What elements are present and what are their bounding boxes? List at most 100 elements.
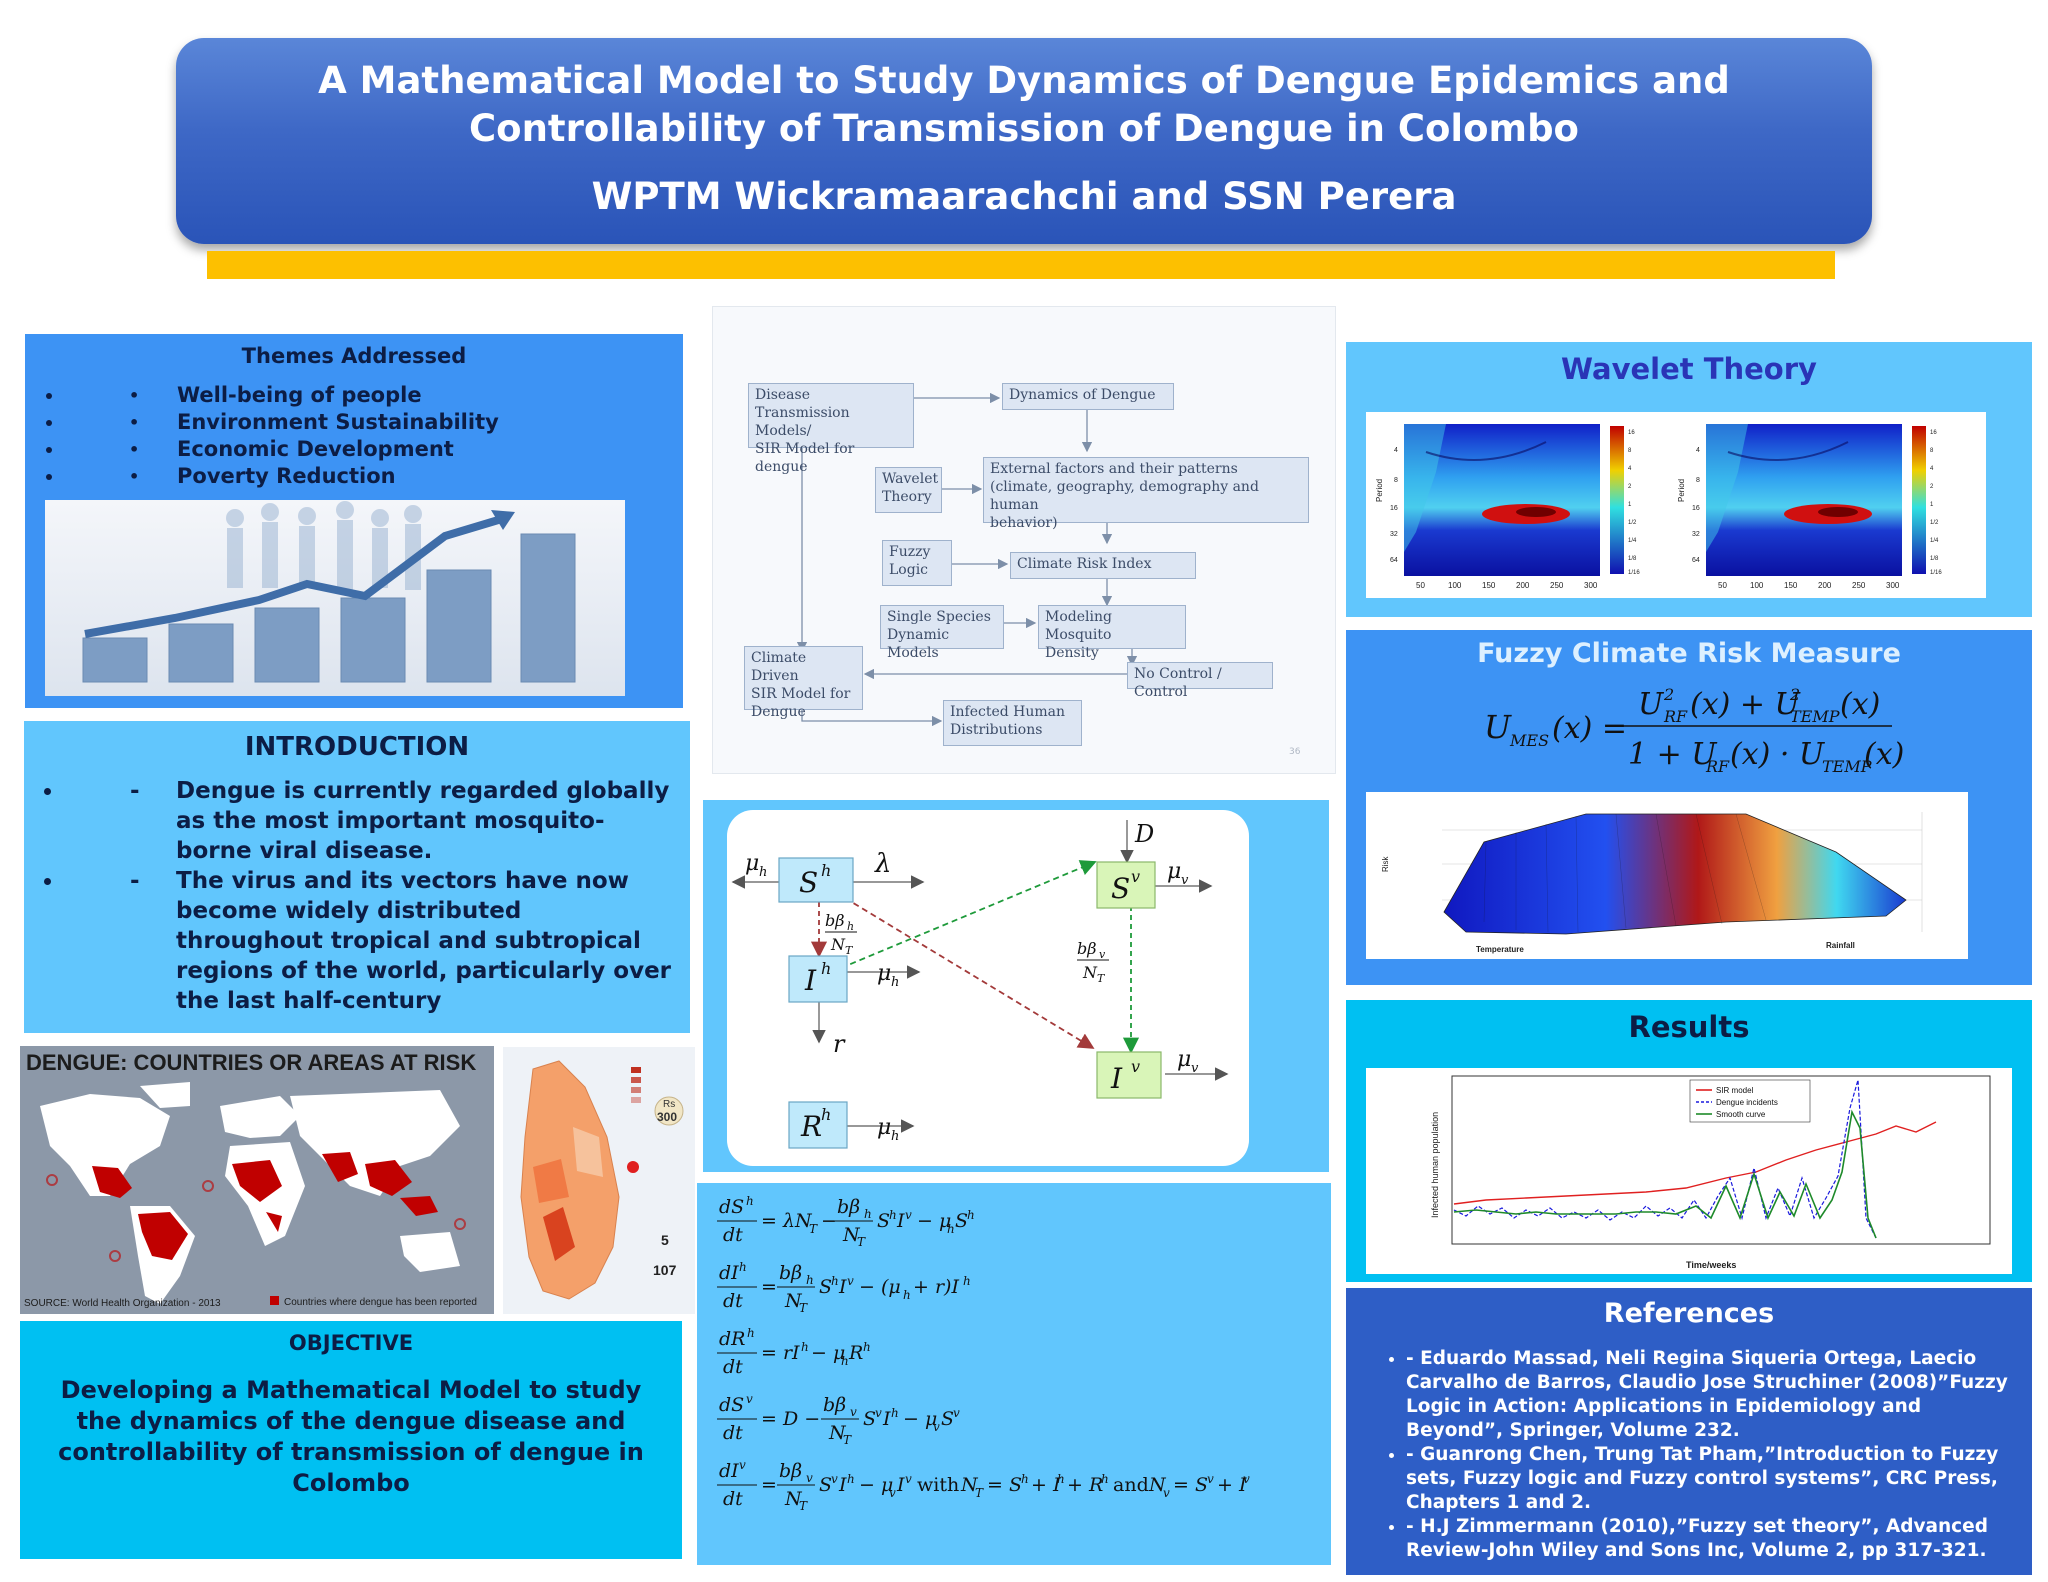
- label-beta-h-sub: h: [847, 920, 854, 933]
- theme-item: Well-being of people: [65, 382, 683, 409]
- svg-text:dt: dt: [723, 1422, 743, 1444]
- label-mu-h-ih-sub: h: [891, 975, 899, 990]
- methodology-flowchart: Disease Transmission Models/ SIR Model f…: [712, 306, 1336, 774]
- themes-title: Themes Addressed: [241, 344, 467, 368]
- wavelet-right-y-tick: 4: [1696, 447, 1700, 454]
- poster-authors: WPTM Wickramaarachchi and SSN Perera: [591, 175, 1457, 218]
- svg-text:+ R: + R: [1067, 1474, 1103, 1496]
- node-iv-label: I: [1110, 1062, 1123, 1095]
- svg-text:(x) · U: (x) · U: [1730, 737, 1826, 772]
- wavelet-left-y-tick: 64: [1390, 557, 1398, 564]
- flow-box-disease-models: Disease Transmission Models/ SIR Model f…: [748, 383, 914, 475]
- fuzzy-y-label: Rainfall: [1826, 941, 1855, 950]
- wavelet-left-y-tick: 8: [1394, 477, 1398, 484]
- svg-text:T: T: [843, 1433, 852, 1447]
- wavelet-left-x-tick: 250: [1550, 581, 1564, 590]
- svg-text:h: h: [1057, 1472, 1065, 1486]
- wavelet-right-scale-tick: 1/2: [1930, 520, 1939, 526]
- flow-box-infected-human: Infected Human Distributions: [943, 700, 1082, 746]
- wavelet-right-y-tick: 32: [1692, 531, 1700, 538]
- node-ih-sup: h: [821, 959, 831, 978]
- world-map-legend: Countries where dengue has been reported: [284, 1297, 477, 1308]
- label-mu-v-iv: μ: [1177, 1047, 1191, 1072]
- svg-text:+ r)I: + r)I: [913, 1276, 959, 1298]
- results-chart: SIR model Dengue incidents Smooth curve …: [1366, 1068, 2012, 1274]
- svg-text:MES: MES: [1509, 731, 1549, 750]
- node-rh-sup: h: [821, 1105, 831, 1124]
- wavelet-left-x-tick: 300: [1584, 581, 1598, 590]
- introduction-title: INTRODUCTION: [244, 732, 470, 762]
- svg-text:S: S: [877, 1210, 890, 1232]
- wavelet-spectra-images: Period 50 100 150 200 250 300 4 8 16 32 …: [1366, 412, 1986, 598]
- node-rh-label: R: [800, 1110, 822, 1143]
- sl-map-stat1: 5: [661, 1232, 669, 1248]
- svg-text:h: h: [947, 1222, 955, 1236]
- svg-text:N: N: [784, 1488, 803, 1510]
- svg-text:dt: dt: [723, 1488, 743, 1510]
- svg-text:S: S: [819, 1276, 832, 1298]
- references-list: - Eduardo Massad, Neli Regina Siqueria O…: [1346, 1347, 2032, 1563]
- svg-text:R: R: [848, 1342, 863, 1364]
- svg-text:h: h: [847, 1472, 855, 1486]
- svg-text:N: N: [784, 1290, 803, 1312]
- reference-item: - Guanrong Chen, Trung Tat Pham,”Introdu…: [1406, 1443, 2018, 1515]
- svg-text:v: v: [739, 1458, 746, 1472]
- label-r: r: [833, 1030, 846, 1058]
- svg-text:dS: dS: [719, 1394, 744, 1416]
- svg-text:RF: RF: [1705, 757, 1730, 776]
- svg-text:v: v: [1243, 1472, 1250, 1486]
- sl-map-stat2: 107: [653, 1262, 677, 1278]
- references-title: References: [1603, 1298, 1775, 1329]
- flow-box-wavelet: Wavelet Theory: [875, 467, 942, 513]
- svg-text:h: h: [841, 1354, 849, 1368]
- svg-text:h: h: [747, 1326, 755, 1340]
- svg-text:h: h: [1101, 1472, 1109, 1486]
- wavelet-right-y-tick: 8: [1696, 477, 1700, 484]
- flowchart-connectors: [796, 392, 1138, 727]
- sri-lanka-map-graphic: Rs 300 5 107: [503, 1047, 695, 1314]
- references-panel: References - Eduardo Massad, Neli Regina…: [1346, 1288, 2032, 1575]
- world-map-graphic: DENGUE: COUNTRIES OR AREAS AT RISK SOURC…: [20, 1046, 494, 1314]
- svg-text:bβ: bβ: [823, 1394, 846, 1416]
- svg-text:I: I: [896, 1474, 905, 1496]
- results-legend: SIR model Dengue incidents Smooth curve: [1689, 1079, 1811, 1123]
- svg-text:− μ: − μ: [903, 1408, 937, 1430]
- svg-text:dS: dS: [719, 1196, 744, 1218]
- world-map-title: DENGUE: COUNTRIES OR AREAS AT RISK: [26, 1050, 476, 1075]
- node-rh: [788, 1101, 848, 1149]
- legend-sir-model: SIR model: [1716, 1086, 1754, 1095]
- svg-text:v: v: [905, 1208, 912, 1222]
- svg-text:h: h: [903, 1288, 911, 1302]
- wavelet-right-scale-tick: 1: [1930, 502, 1934, 508]
- label-mu-h-rh-sub: h: [891, 1129, 899, 1144]
- wavelet-left-scale-tick: 1: [1628, 502, 1632, 508]
- svg-text:v: v: [933, 1420, 940, 1434]
- wavelet-left-y-label: Period: [1375, 479, 1384, 502]
- sri-lanka-dengue-map: Rs 300 5 107: [503, 1047, 695, 1314]
- svg-text:v: v: [1207, 1472, 1214, 1486]
- svg-text:(x): (x): [1840, 687, 1880, 722]
- wavelet-right-scale-tick: 16: [1930, 430, 1937, 436]
- flow-box-climate-driven-sir: Climate Driven SIR Model for Dengue: [744, 646, 863, 720]
- business-growth-illustration: [45, 500, 625, 696]
- svg-text:= S: = S: [987, 1474, 1022, 1496]
- wavelet-left-x-tick: 150: [1482, 581, 1496, 590]
- label-beta-v-den: N: [1082, 963, 1098, 982]
- wavelet-left-scale-tick: 1/16: [1628, 570, 1640, 576]
- node-sh-label: S: [799, 866, 818, 899]
- svg-text:RF: RF: [1663, 707, 1688, 726]
- svg-text:v: v: [953, 1406, 960, 1420]
- results-x-label: Time/weeks: [1686, 1260, 1736, 1270]
- fuzzy-title: Fuzzy Climate Risk Measure: [1477, 638, 1901, 669]
- results-chart-graphic: SIR model Dengue incidents Smooth curve …: [1430, 1075, 1991, 1270]
- svg-text:(x) + U: (x) + U: [1690, 687, 1802, 722]
- wavelet-left-x-tick: 100: [1448, 581, 1462, 590]
- svg-text:N: N: [828, 1422, 847, 1444]
- svg-text:v: v: [831, 1472, 838, 1486]
- svg-text:T: T: [809, 1222, 818, 1236]
- sl-map-badge-currency: Rs: [663, 1099, 675, 1110]
- node-sv-sup: v: [1131, 867, 1140, 886]
- wavelet-right-y-tick: 16: [1692, 505, 1700, 512]
- svg-text:dI: dI: [719, 1460, 739, 1482]
